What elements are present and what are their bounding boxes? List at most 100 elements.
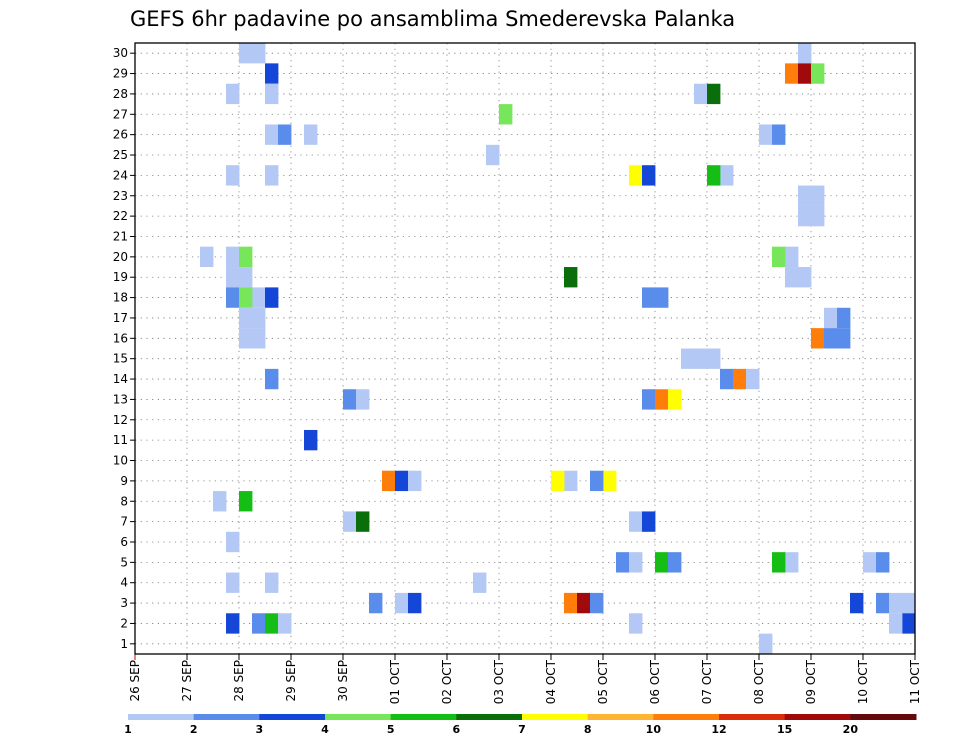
precip-cell [278,124,292,145]
precip-cell [226,531,240,553]
precip-cell [252,307,266,329]
precip-cell [642,287,656,308]
precip-cell [226,572,240,593]
precip-cell [629,165,643,186]
precip-cell [408,470,422,492]
legend-swatch [390,714,457,720]
precip-cell [356,389,370,410]
precip-cell [759,633,773,654]
y-tick-label: 17 [113,311,128,325]
precip-cell [798,205,812,227]
x-axis: 26 SEP 27 SEP 28 SEP 29 SEP 30 SEP 01 OCT 02 O… [128,654,922,704]
legend-swatch [259,714,326,720]
precip-cell [733,368,747,390]
x-tick-label: 08 OCT [752,659,766,704]
precip-cell [876,592,890,614]
precip-cell [616,552,630,573]
precip-cell [824,307,838,329]
legend-label: 5 [387,723,395,736]
y-tick-label: 30 [113,46,128,60]
precip-cell [720,165,734,186]
precip-cell [265,572,279,593]
legend-label: 2 [190,723,198,736]
precip-cell [564,592,578,614]
precip-cell [343,389,357,410]
precip-cell [629,552,643,573]
precip-cell [642,511,656,532]
precip-cell [590,592,604,614]
y-tick-label: 8 [120,494,128,508]
precip-cell [642,165,656,186]
legend-label: 8 [584,723,592,736]
y-tick-label: 4 [120,576,128,590]
precip-cell [668,389,682,410]
y-axis: 1234567891011121314151617181920212223242… [113,46,135,651]
precip-cell [200,246,214,268]
precip-cell [668,552,682,573]
precip-cell [252,43,266,64]
y-tick-label: 13 [113,392,128,406]
precip-cell [304,124,318,145]
y-tick-label: 7 [120,515,128,529]
legend-swatch [193,714,260,720]
precip-cell [876,552,890,573]
precip-cell [226,613,240,634]
precip-cell [772,124,786,145]
precip-cell [642,389,656,410]
precip-cell [252,328,266,349]
precip-cell [707,165,721,186]
precip-cell [408,592,422,614]
x-tick-label: 11 OCT [908,659,922,704]
x-tick-label: 26 SEP [128,660,142,702]
precip-cell [226,246,240,268]
precip-cell [486,144,500,166]
y-tick-label: 6 [120,535,128,549]
legend-swatch [719,714,786,720]
x-tick-label: 04 OCT [544,659,558,704]
y-tick-label: 9 [120,474,128,488]
precip-cell [265,287,279,308]
precip-cell [785,552,799,573]
y-tick-label: 18 [113,291,128,305]
precip-cell [473,572,487,593]
y-tick-label: 14 [113,372,128,386]
precip-cell [499,104,513,125]
legend-label: 12 [711,723,726,736]
legend-label: 3 [256,723,264,736]
precip-cell [226,287,240,308]
precip-cell [239,328,253,349]
precip-cell [252,613,266,634]
x-tick-label: 06 OCT [648,659,662,704]
precip-cell [265,368,279,390]
x-tick-label: 05 OCT [596,659,610,704]
precip-cell [356,511,370,532]
precip-cell [343,511,357,532]
y-tick-label: 27 [113,107,128,121]
legend-label: 1 [124,723,132,736]
precip-cell [395,592,409,614]
y-tick-label: 24 [113,168,128,182]
x-tick-label: 29 SEP [284,660,298,702]
precip-cell [811,205,825,227]
y-tick-label: 1 [120,637,128,651]
precip-cell [863,552,877,573]
precip-cell [889,613,903,634]
chart-title: GEFS 6hr padavine po ansamblima Smederev… [130,7,735,31]
x-tick-label: 07 OCT [700,659,714,704]
precip-cell [746,368,760,390]
x-tick-label: 10 OCT [856,659,870,704]
y-tick-label: 15 [113,352,128,366]
x-tick-label: 01 OCT [388,659,402,704]
precip-cell [902,613,916,634]
precip-cell [265,124,279,145]
precip-cell [226,267,240,288]
y-tick-label: 21 [113,229,128,243]
y-tick-label: 16 [113,331,128,345]
legend-swatch [325,714,392,720]
y-tick-label: 26 [113,128,128,142]
y-tick-label: 28 [113,87,128,101]
precip-cell [265,613,279,634]
precip-cell [850,592,864,614]
precip-cell [837,307,851,329]
